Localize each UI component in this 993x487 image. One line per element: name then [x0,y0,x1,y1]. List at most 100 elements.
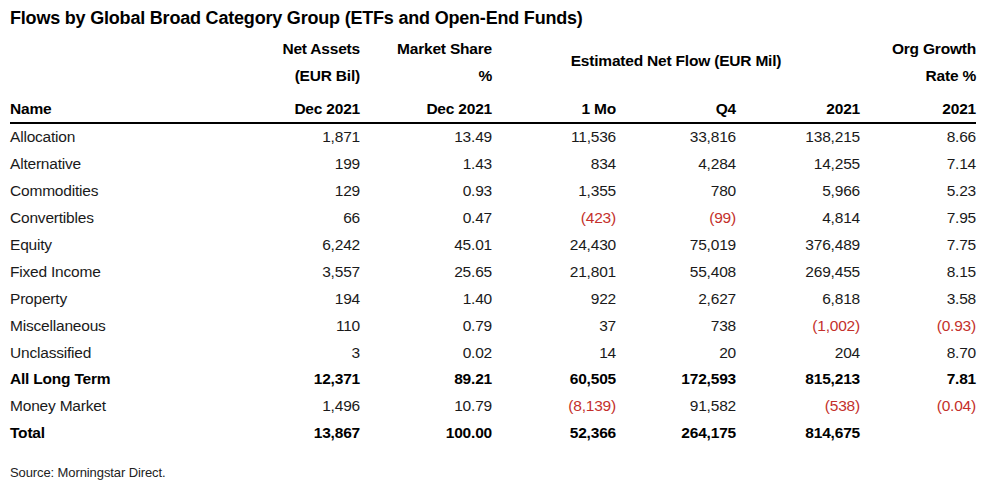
cell-market-share: 1.43 [360,151,492,178]
cell-flow-q4: 780 [616,178,736,205]
market-share-line2: % [360,62,492,89]
cell-flow-q4: 55,408 [616,258,736,285]
cell-flow-2021: 376,489 [736,232,860,259]
row-name: Total [10,420,195,447]
cell-market-share: 0.02 [360,339,492,366]
cell-flow-q4: 4,284 [616,151,736,178]
subheader-flow-q4: Q4 [616,89,736,123]
flows-table: Net Assets (EUR Bil) Market Share % Esti… [10,33,976,447]
cell-flow-2021: 815,213 [736,366,860,393]
table-row: Alternative 199 1.43 834 4,284 14,255 7.… [10,151,976,178]
cell-org-growth: 7.81 [860,366,976,393]
cell-flow-q4: 91,582 [616,393,736,420]
cell-market-share: 25.65 [360,258,492,285]
subheader-net-assets-date: Dec 2021 [195,89,360,123]
net-assets-line2: (EUR Bil) [195,62,360,89]
cell-net-assets: 194 [195,285,360,312]
cell-flow-1mo: 37 [492,312,616,339]
table-row: Unclassified 3 0.02 14 20 204 8.70 [10,339,976,366]
cell-flow-2021: 14,255 [736,151,860,178]
row-name: Commodities [10,178,195,205]
net-assets-line1: Net Assets [195,35,360,62]
report-page: Flows by Global Broad Category Group (ET… [0,0,993,487]
cell-net-assets: 1,871 [195,123,360,151]
org-growth-line2: Rate % [860,62,976,89]
cell-market-share: 0.79 [360,312,492,339]
cell-flow-1mo: 922 [492,285,616,312]
row-name: Fixed Income [10,258,195,285]
row-name: Allocation [10,123,195,151]
cell-net-assets: 13,867 [195,420,360,447]
cell-flow-q4: 2,627 [616,285,736,312]
cell-flow-q4: 33,816 [616,123,736,151]
cell-org-growth: 7.14 [860,151,976,178]
cell-flow-2021: 204 [736,339,860,366]
cell-flow-1mo: 24,430 [492,232,616,259]
table-row: Money Market 1,496 10.79 (8,139) 91,582 … [10,393,976,420]
row-name: Unclassified [10,339,195,366]
table-row: Property 194 1.40 922 2,627 6,818 3.58 [10,285,976,312]
cell-market-share: 0.93 [360,178,492,205]
cell-org-growth: (0.04) [860,393,976,420]
header-sub-row: Name Dec 2021 Dec 2021 1 Mo Q4 2021 2021 [10,89,976,123]
row-name: All Long Term [10,366,195,393]
cell-flow-1mo: (8,139) [492,393,616,420]
row-name: Alternative [10,151,195,178]
table-body: Allocation 1,871 13.49 11,536 33,816 138… [10,123,976,447]
cell-flow-1mo: 52,366 [492,420,616,447]
cell-net-assets: 1,496 [195,393,360,420]
cell-flow-1mo: 1,355 [492,178,616,205]
table-row: Convertibles 66 0.47 (423) (99) 4,814 7.… [10,205,976,232]
cell-net-assets: 199 [195,151,360,178]
cell-org-growth: (0.93) [860,312,976,339]
table-row: Miscellaneous 110 0.79 37 738 (1,002) (0… [10,312,976,339]
cell-net-assets: 12,371 [195,366,360,393]
table-row: Total 13,867 100.00 52,366 264,175 814,6… [10,420,976,447]
col-header-estimated-net-flow: Estimated Net Flow (EUR Mil) [492,33,860,89]
header-group-row: Net Assets (EUR Bil) Market Share % Esti… [10,33,976,89]
cell-net-assets: 3 [195,339,360,366]
cell-net-assets: 3,557 [195,258,360,285]
row-name: Money Market [10,393,195,420]
source-note: Source: Morningstar Direct. [10,465,983,480]
cell-flow-q4: (99) [616,205,736,232]
cell-org-growth: 3.58 [860,285,976,312]
cell-market-share: 89.21 [360,366,492,393]
cell-flow-2021: 5,966 [736,178,860,205]
cell-flow-2021: 269,455 [736,258,860,285]
cell-org-growth: 8.66 [860,123,976,151]
col-header-name: Name [10,89,195,123]
market-share-line1: Market Share [360,35,492,62]
table-row: Equity 6,242 45.01 24,430 75,019 376,489… [10,232,976,259]
cell-flow-1mo: 11,536 [492,123,616,151]
cell-org-growth: 7.95 [860,205,976,232]
cell-market-share: 10.79 [360,393,492,420]
cell-net-assets: 129 [195,178,360,205]
org-growth-line1: Org Growth [860,35,976,62]
table-row: Allocation 1,871 13.49 11,536 33,816 138… [10,123,976,151]
table-title: Flows by Global Broad Category Group (ET… [10,8,983,29]
cell-org-growth: 8.70 [860,339,976,366]
col-header-org-growth: Org Growth Rate % [860,33,976,89]
cell-org-growth: 8.15 [860,258,976,285]
subheader-org-growth-2021: 2021 [860,89,976,123]
cell-flow-2021: 814,675 [736,420,860,447]
cell-flow-q4: 75,019 [616,232,736,259]
row-name: Property [10,285,195,312]
subheader-market-share-date: Dec 2021 [360,89,492,123]
cell-market-share: 13.49 [360,123,492,151]
cell-flow-q4: 172,593 [616,366,736,393]
row-name: Convertibles [10,205,195,232]
cell-flow-2021: (1,002) [736,312,860,339]
cell-flow-1mo: 21,801 [492,258,616,285]
row-name: Equity [10,232,195,259]
row-name: Miscellaneous [10,312,195,339]
cell-net-assets: 6,242 [195,232,360,259]
table-header: Net Assets (EUR Bil) Market Share % Esti… [10,33,976,123]
subheader-flow-1mo: 1 Mo [492,89,616,123]
cell-market-share: 0.47 [360,205,492,232]
cell-flow-2021: (538) [736,393,860,420]
cell-market-share: 100.00 [360,420,492,447]
cell-flow-2021: 4,814 [736,205,860,232]
cell-flow-2021: 138,215 [736,123,860,151]
